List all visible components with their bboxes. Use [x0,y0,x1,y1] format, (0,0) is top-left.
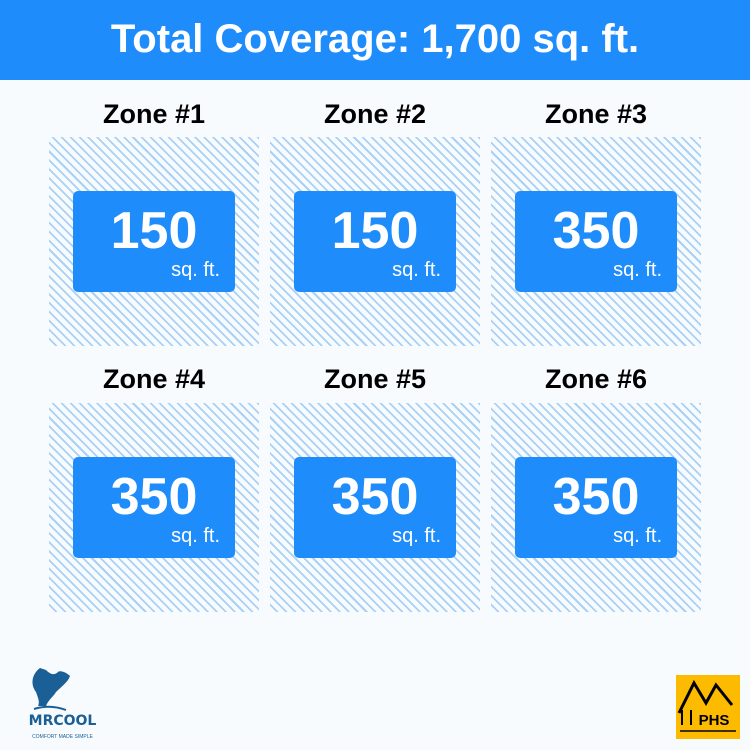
zone-area-value: 350 [110,468,198,526]
zone-area-value: 350 [331,468,419,526]
zone-area-value: 350 [552,202,640,260]
zone-area-tile: 150 sq. ft. [49,137,259,346]
zone-area-unit: sq. ft. [613,259,662,281]
zone-area-tile: 350 sq. ft. [270,403,480,612]
zone-area-unit: sq. ft. [392,525,441,547]
zone-title: Zone #3 [544,99,648,129]
page-title: Total Coverage: 1,700 sq. ft. [0,0,750,80]
zone-area-unit: sq. ft. [392,259,441,281]
zone-area-unit: sq. ft. [171,525,220,547]
zone-area-tile: 350 sq. ft. [491,403,701,612]
zone-area-value: 350 [552,468,640,526]
zone-title: Zone #4 [102,364,206,394]
zone-area-unit: sq. ft. [171,259,220,281]
zone-title: Zone #1 [102,99,206,129]
zone-area-value: 150 [110,202,198,260]
mrcool-tagline: COMFORT MADE SIMPLE [32,734,93,740]
polar-bear-icon [32,668,70,711]
zone-title: Zone #6 [544,364,648,394]
mrcool-wordmark: MRCOOL [28,713,97,729]
zone-area-badge: 150 sq. ft. [294,191,456,292]
zone-area-tile: 150 sq. ft. [270,137,480,346]
svg-text:PHS: PHS [699,712,730,729]
zone-area-badge: 350 sq. ft. [515,191,677,292]
zone-title: Zone #5 [323,364,427,394]
phs-logo: PHS [676,675,740,739]
zone-area-badge: 350 sq. ft. [73,457,235,558]
zone-area-tile: 350 sq. ft. [491,137,701,346]
zone-area-value: 150 [331,202,419,260]
zone-title: Zone #2 [323,99,427,129]
zone-area-badge: 350 sq. ft. [294,457,456,558]
zone-area-badge: 150 sq. ft. [73,191,235,292]
zone-area-unit: sq. ft. [613,525,662,547]
zone-area-badge: 350 sq. ft. [515,457,677,558]
zone-area-tile: 350 sq. ft. [49,403,259,612]
mrcool-logo: MRCOOL COMFORT MADE SIMPLE [10,664,115,746]
